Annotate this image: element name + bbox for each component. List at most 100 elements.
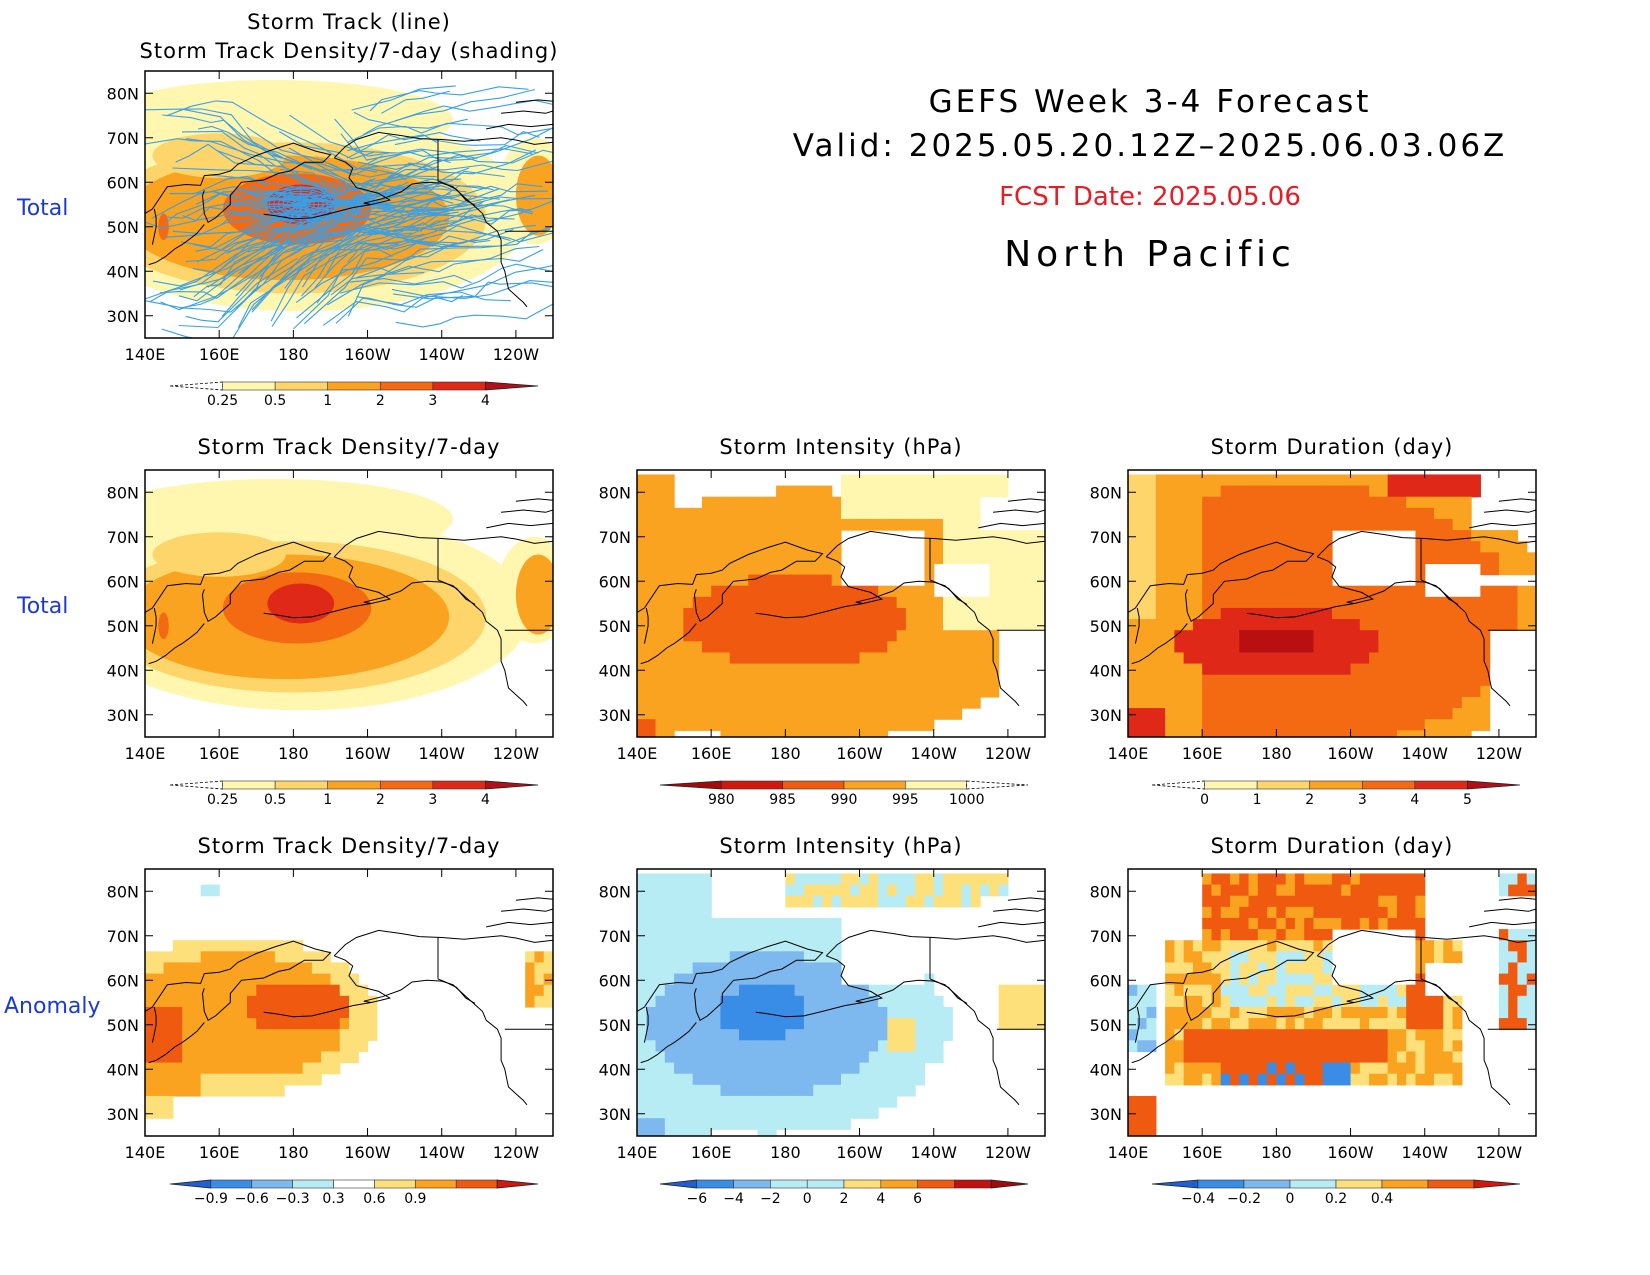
grid-cell [813,496,824,509]
grid-cell [785,1095,796,1108]
grid-cell [1396,596,1407,609]
grid-cell [1415,641,1426,654]
grid-cell [1387,652,1398,665]
grid-cell [933,995,944,1008]
grid-cell [1387,485,1398,498]
grid-cell [674,530,684,542]
grid-cell [1350,1018,1361,1030]
grid-cell [1341,607,1352,620]
grid-cell [1508,995,1519,1008]
grid-cell [785,984,796,997]
grid-cell [905,1029,916,1041]
grid-cell [748,541,759,553]
grid-cell [1174,674,1185,687]
grid-cell [868,1051,879,1064]
grid-cell [868,496,879,509]
row-label-anomaly: Anomaly [4,994,101,1019]
grid-cell [1396,873,1407,886]
grid-cell [896,596,907,609]
grid-cell [803,1095,814,1108]
grid-cell [915,630,926,642]
storm-track-line [363,88,536,136]
grid-cell [1406,507,1417,520]
grid-cell [1489,541,1500,553]
grid-cell [1128,696,1138,709]
grid-cell [766,574,777,587]
storm-track-line [216,150,299,174]
grid-cell [1471,641,1481,654]
grid-cell [878,641,888,654]
grid-cell [1378,596,1389,609]
grid-cell [980,474,990,487]
grid-cell [1267,895,1277,908]
grid-cell [766,1118,777,1130]
grid-cell [1174,474,1185,487]
grid-cell [970,485,981,498]
grid-cell [692,685,703,698]
grid-cell [720,696,731,709]
grid-cell [794,574,805,587]
grid-cell [683,652,694,665]
grid-cell [637,630,647,642]
colorbar-arrow [659,780,722,790]
grid-cell [803,995,814,1008]
grid-cell [952,873,963,886]
grid-cell [1378,1051,1389,1064]
grid-cell [1322,685,1333,698]
grid-cell [655,929,666,941]
grid-cell [1294,884,1305,897]
grid-cell [757,1107,768,1119]
grid-cell [1285,984,1296,997]
grid-cell [1396,696,1407,709]
grid-cell [1183,962,1194,975]
storm-track-line [181,193,451,248]
grid-cell [1396,619,1407,631]
grid-cell [1137,552,1148,565]
grid-cell [1350,641,1361,654]
grid-cell [1471,652,1481,665]
grid-cell [302,951,313,964]
grid-cell [1304,917,1315,930]
grid-cell [720,951,731,964]
grid-cell [1406,1029,1417,1041]
grid-cell [1285,873,1296,886]
grid-cell [247,1040,257,1053]
grid-cell [1146,507,1157,520]
grid-cell [1461,530,1472,542]
grid-cell [1257,596,1268,609]
grid-cell [1396,607,1407,620]
grid-cell [1471,485,1481,498]
grid-cell [729,1073,740,1086]
grid-cell [785,563,796,576]
grid-cell [924,685,935,698]
grid-cell [1387,685,1398,698]
grid-cell [237,1051,248,1064]
colorbar-arrow [169,381,223,391]
grid-cell [1369,1040,1379,1053]
grid-cell [868,663,879,676]
grid-cell [1267,973,1277,986]
grid-cell [637,995,647,1008]
grid-cell [1211,1073,1222,1086]
grid-cell [1211,630,1222,642]
grid-cell [237,1006,248,1019]
grid-cell [776,663,786,676]
grid-cell [878,1062,888,1075]
grid-cell [1415,973,1426,986]
grid-cell [813,1051,824,1064]
grid-cell [637,1084,647,1097]
grid-cell [943,485,953,498]
grid-cell [1396,1040,1407,1053]
grid-cell [766,962,777,975]
grid-cell [1498,873,1509,886]
grid-cell [265,1040,276,1053]
grid-cell [1313,730,1324,737]
grid-cell [1332,1006,1342,1019]
grid-cell [1480,674,1491,687]
grid-cell [859,1084,870,1097]
grid-cell [339,973,350,986]
grid-cell [1183,619,1194,631]
grid-cell [1396,518,1407,531]
grid-cell [701,1051,712,1064]
